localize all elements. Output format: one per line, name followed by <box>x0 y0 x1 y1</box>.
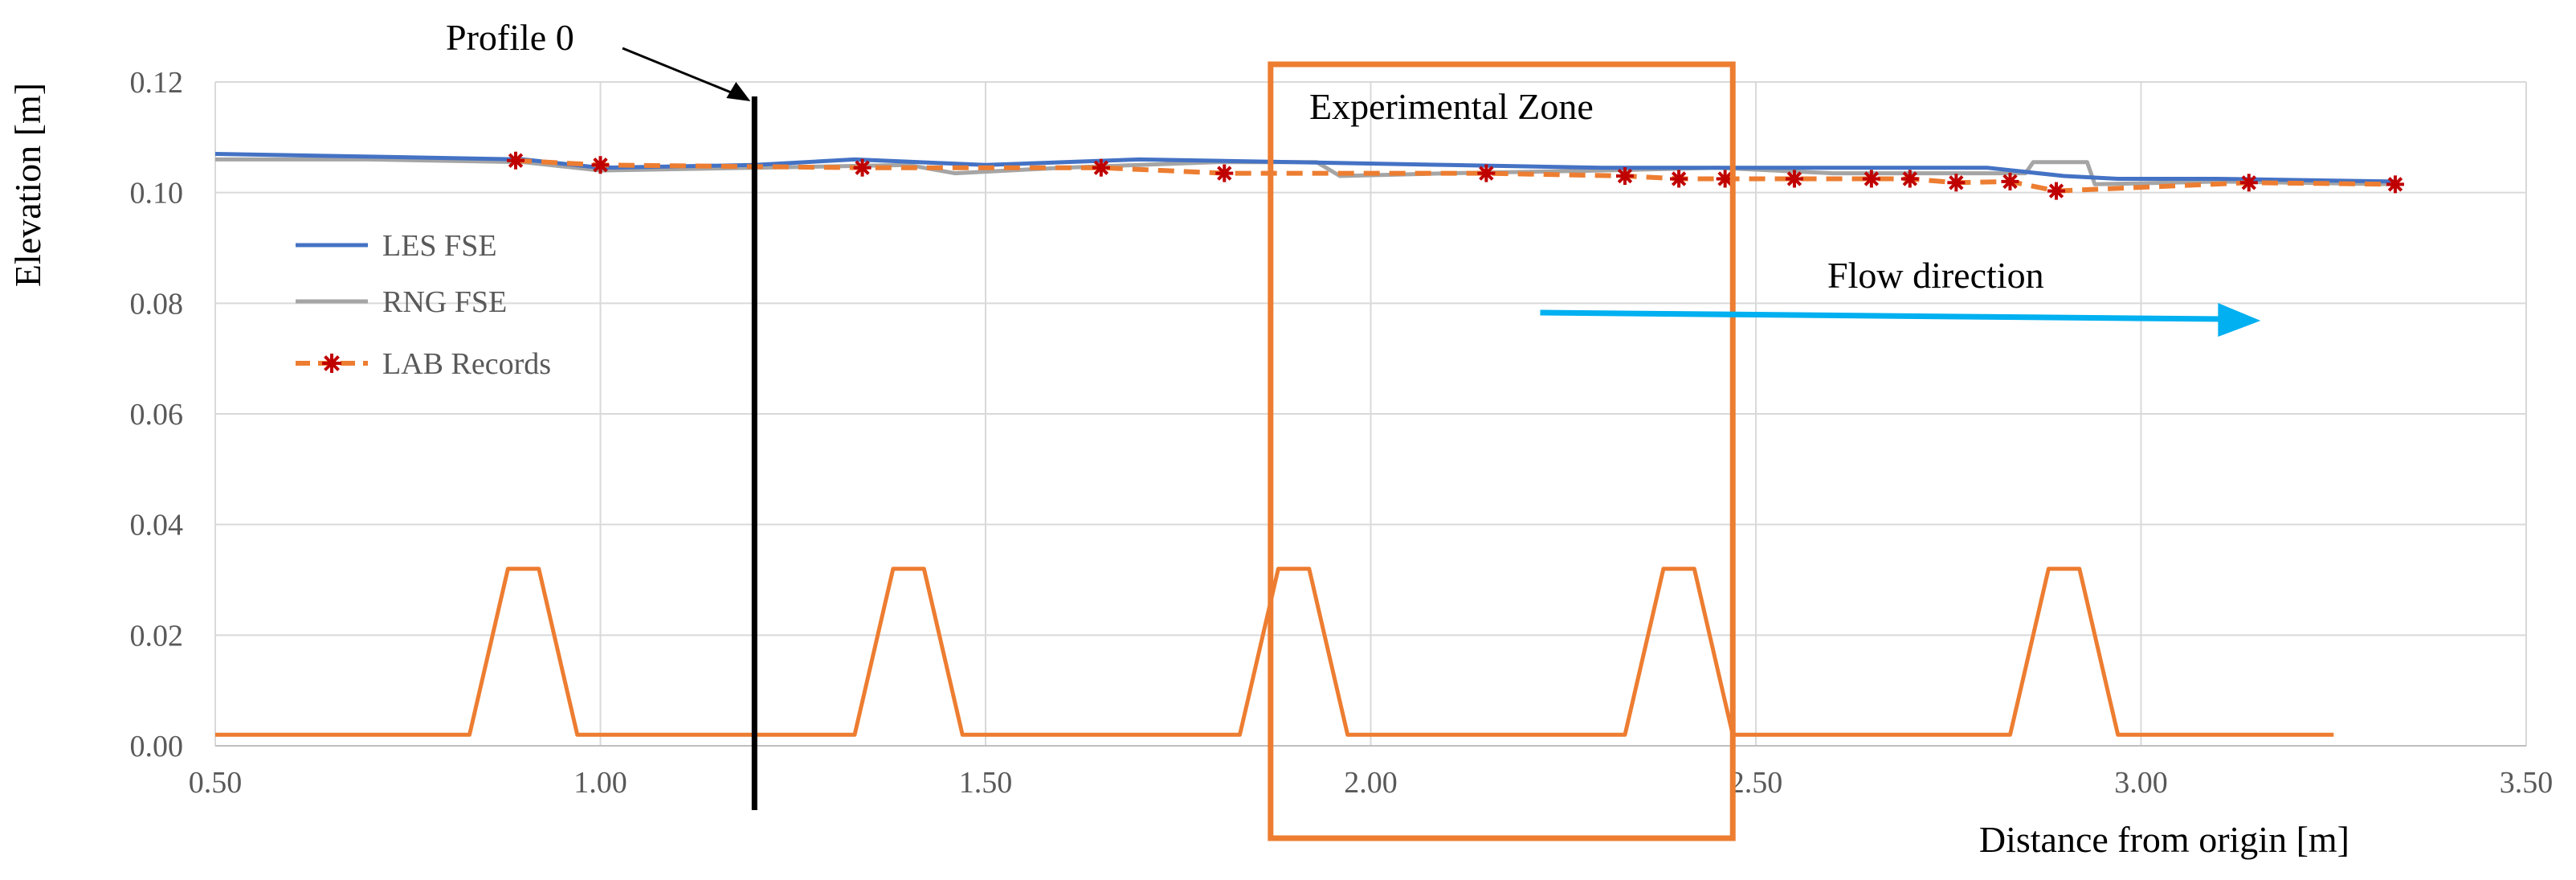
lab-record-marker-7 <box>1670 170 1688 188</box>
y-tick-labels: 0.00 0.02 0.04 0.06 0.08 0.10 0.12 <box>130 66 184 763</box>
lab-record-marker-2 <box>853 158 872 177</box>
lab-record-marker-11 <box>1900 170 1919 188</box>
lab-record-marker-8 <box>1716 170 1734 188</box>
series-layer <box>214 151 2404 200</box>
lab-record-marker-14 <box>2047 182 2066 200</box>
legend: LES FSE RNG FSE LAB Records <box>296 229 551 381</box>
flow-direction-arrow <box>1540 309 2225 322</box>
legend-label-rng-fse: RNG FSE <box>382 285 507 319</box>
grid-lines <box>214 81 2527 747</box>
axes: 0.50 1.00 1.50 2.00 2.50 3.00 3.50 0.000.020.0… <box>7 66 2553 860</box>
profile-0-pointer-arrowhead <box>726 82 751 101</box>
x-tick-label-4: 2.50 <box>1729 766 1783 800</box>
x-tick-labels: 0.50 1.00 1.50 2.00 2.50 3.00 3.50 <box>189 766 2554 800</box>
y-tick-label-2: 0.04 <box>130 509 184 542</box>
y-tick-label-3: 0.06 <box>130 398 184 432</box>
legend-marker-lab-records <box>322 354 341 373</box>
y-tick-label-6: 0.12 <box>130 66 184 100</box>
x-tick-label-5: 3.00 <box>2114 766 2168 800</box>
lab-record-marker-15 <box>2239 174 2258 192</box>
lab-record-marker-13 <box>2001 172 2019 190</box>
lab-record-marker-6 <box>1615 167 1634 186</box>
bed-profile-layer <box>215 567 2334 737</box>
x-tick-label-6: 3.50 <box>2500 766 2554 800</box>
y-tick-label-5: 0.10 <box>130 177 184 211</box>
lab-record-marker-5 <box>1477 164 1496 182</box>
y-axis-title: Elevation [m] <box>7 83 48 287</box>
lab-record-marker-10 <box>1862 170 1880 188</box>
profile-0-pointer-line <box>622 47 745 100</box>
series-line-rng-fse <box>215 157 2396 186</box>
bed-profile-line <box>215 567 2334 737</box>
annotations: Profile 0 Experimental Zone Flow directi… <box>446 17 2261 841</box>
experimental-zone-box <box>1268 61 1736 841</box>
legend-label-les-fse: LES FSE <box>382 229 497 263</box>
experimental-zone-label: Experimental Zone <box>1309 86 1594 127</box>
x-tick-label-3: 2.00 <box>1344 766 1398 800</box>
x-tick-label-1: 1.00 <box>574 766 627 800</box>
x-tick-label-2: 1.50 <box>959 766 1013 800</box>
lab-record-marker-12 <box>1947 174 1966 192</box>
lab-record-marker-3 <box>1092 158 1110 177</box>
series-line-les-fse <box>214 152 2396 184</box>
y-tick-label-1: 0.02 <box>130 619 184 653</box>
flow-direction-label: Flow direction <box>1827 255 2044 296</box>
profile-0-label: Profile 0 <box>446 17 574 58</box>
legend-label-lab-records: LAB Records <box>382 347 551 381</box>
lab-record-marker-9 <box>1785 170 1803 188</box>
y-tick-label-0: 0.00 <box>130 730 184 763</box>
flow-direction-arrowhead <box>2218 303 2261 338</box>
lab-record-marker-16 <box>2386 175 2404 194</box>
legend-star <box>322 354 341 373</box>
lab-record-marker-0 <box>507 151 525 170</box>
y-tick-label-4: 0.08 <box>130 287 184 321</box>
lab-record-marker-1 <box>591 156 610 174</box>
x-axis-title: Distance from origin [m] <box>1979 819 2349 860</box>
lab-record-marker-4 <box>1215 164 1234 182</box>
x-tick-label-0: 0.50 <box>189 766 243 800</box>
